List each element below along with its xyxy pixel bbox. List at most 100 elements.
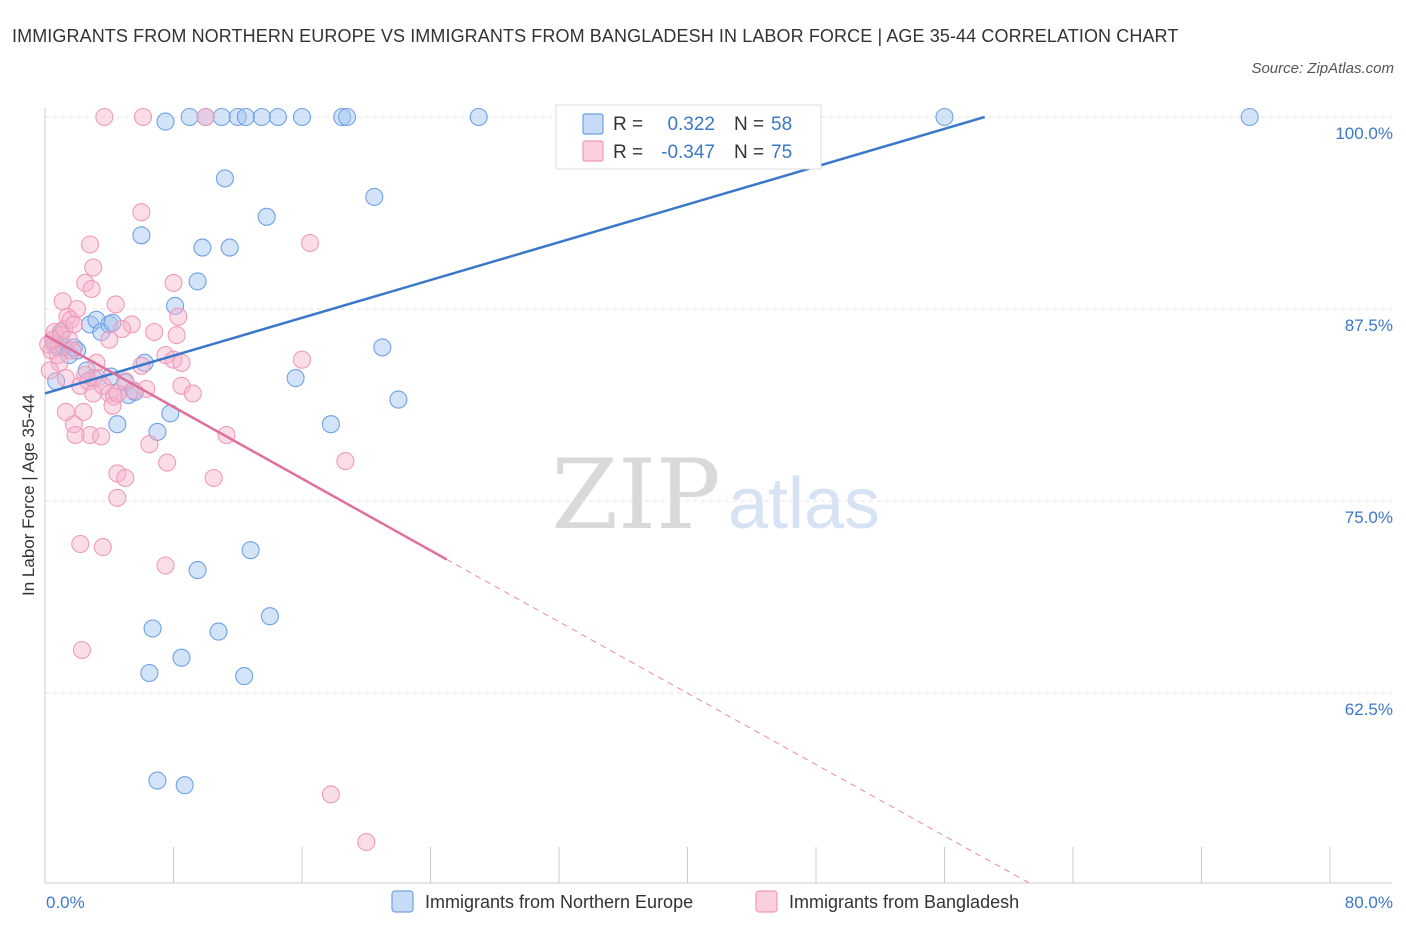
watermark-zip: ZIP bbox=[551, 439, 720, 551]
bottom-legend: Immigrants from Northern Europe Immigran… bbox=[391, 890, 1019, 913]
point-bangladesh bbox=[183, 384, 202, 403]
point-bangladesh bbox=[140, 435, 159, 454]
point-bangladesh bbox=[172, 353, 191, 372]
stats-n-value-1: 58 bbox=[771, 114, 792, 135]
y-tick-label: 100.0% bbox=[1335, 124, 1393, 143]
point-bangladesh bbox=[132, 203, 151, 222]
point-northern-europe bbox=[935, 107, 954, 127]
legend-swatch-bangladesh bbox=[755, 890, 778, 913]
point-northern-europe bbox=[268, 107, 287, 127]
point-bangladesh bbox=[169, 307, 188, 326]
stats-swatch-bangladesh bbox=[582, 140, 604, 162]
point-bangladesh bbox=[68, 299, 87, 319]
point-bangladesh bbox=[106, 295, 125, 314]
point-bangladesh bbox=[93, 538, 112, 557]
point-bangladesh bbox=[158, 453, 177, 472]
point-northern-europe bbox=[469, 107, 488, 127]
point-northern-europe bbox=[140, 663, 159, 683]
point-northern-europe bbox=[209, 622, 228, 641]
point-bangladesh bbox=[167, 326, 186, 345]
point-bangladesh bbox=[292, 350, 312, 369]
point-northern-europe bbox=[108, 415, 127, 434]
point-bangladesh bbox=[53, 292, 72, 311]
trend-line-bangladesh-extension bbox=[446, 558, 1034, 886]
point-bangladesh bbox=[50, 353, 69, 372]
point-bangladesh bbox=[72, 640, 91, 660]
point-northern-europe bbox=[172, 648, 191, 667]
point-northern-europe bbox=[252, 107, 271, 127]
point-northern-europe bbox=[180, 107, 199, 127]
point-northern-europe bbox=[373, 338, 392, 357]
point-bangladesh bbox=[116, 468, 135, 488]
trend-line-northern-europe bbox=[44, 115, 986, 395]
y-axis-title: In Labor Force | Age 35-44 bbox=[19, 394, 38, 596]
stats-r-value-1: 0.322 bbox=[667, 114, 715, 135]
point-northern-europe bbox=[365, 187, 384, 206]
y-tick-label: 75.0% bbox=[1345, 508, 1393, 527]
point-bangladesh bbox=[92, 427, 111, 446]
point-northern-europe bbox=[175, 776, 194, 795]
point-bangladesh bbox=[108, 488, 127, 507]
point-northern-europe bbox=[333, 107, 352, 127]
grid-lines: 100.0% 87.5% 75.0% 62.5% bbox=[45, 116, 1393, 719]
point-bangladesh bbox=[164, 273, 183, 292]
x-tick-label-max: 80.0% bbox=[1345, 893, 1393, 912]
stats-r-label-2: R = bbox=[613, 142, 643, 163]
point-bangladesh bbox=[48, 346, 67, 365]
point-northern-europe bbox=[193, 238, 212, 257]
point-bangladesh bbox=[357, 832, 376, 852]
chart-title: IMMIGRANTS FROM NORTHERN EUROPE VS IMMIG… bbox=[12, 26, 1179, 46]
point-bangladesh bbox=[133, 107, 153, 127]
point-northern-europe bbox=[241, 541, 260, 560]
stats-r-value-2: -0.347 bbox=[661, 142, 715, 163]
point-bangladesh bbox=[66, 425, 85, 445]
point-bangladesh bbox=[84, 258, 103, 277]
axes bbox=[44, 108, 1392, 884]
point-northern-europe bbox=[235, 667, 254, 686]
point-bangladesh bbox=[56, 402, 75, 421]
point-northern-europe bbox=[212, 107, 231, 127]
source-label: Source: ZipAtlas.com bbox=[1251, 60, 1394, 77]
x-tick-label-min: 0.0% bbox=[46, 893, 85, 912]
scatter-points bbox=[39, 107, 1259, 852]
point-northern-europe bbox=[156, 112, 175, 131]
point-bangladesh bbox=[64, 315, 83, 334]
stats-n-label-1: N = bbox=[734, 114, 764, 135]
point-northern-europe bbox=[236, 107, 255, 127]
stats-swatch-northern-europe bbox=[582, 113, 604, 135]
point-northern-europe bbox=[1240, 107, 1259, 127]
point-northern-europe bbox=[257, 207, 276, 226]
point-northern-europe bbox=[166, 296, 185, 315]
point-bangladesh bbox=[113, 319, 132, 339]
point-northern-europe bbox=[148, 771, 167, 790]
stats-n-value-2: 75 bbox=[771, 142, 792, 163]
point-northern-europe bbox=[215, 169, 234, 188]
stats-n-label-2: N = bbox=[734, 142, 764, 163]
point-northern-europe bbox=[286, 369, 305, 388]
point-northern-europe bbox=[321, 415, 340, 434]
trend-lines bbox=[44, 115, 1034, 886]
point-bangladesh bbox=[122, 315, 141, 334]
point-bangladesh bbox=[300, 233, 320, 253]
point-bangladesh bbox=[105, 387, 124, 406]
point-bangladesh bbox=[156, 556, 175, 575]
watermark-atlas: atlas bbox=[728, 464, 880, 544]
point-bangladesh bbox=[40, 361, 59, 380]
point-northern-europe bbox=[220, 238, 239, 257]
point-northern-europe bbox=[188, 272, 207, 291]
point-northern-europe bbox=[389, 390, 408, 409]
point-bangladesh bbox=[100, 330, 119, 349]
point-bangladesh bbox=[82, 279, 101, 299]
point-bangladesh bbox=[80, 235, 100, 254]
y-tick-label: 87.5% bbox=[1345, 316, 1393, 335]
point-bangladesh bbox=[71, 534, 90, 554]
point-bangladesh bbox=[196, 107, 215, 127]
trend-line-bangladesh bbox=[44, 334, 448, 561]
point-northern-europe bbox=[143, 619, 162, 638]
stats-r-label-1: R = bbox=[613, 114, 643, 135]
legend-swatch-northern-europe bbox=[391, 890, 414, 913]
point-bangladesh bbox=[204, 468, 223, 488]
point-bangladesh bbox=[108, 384, 127, 403]
legend-label-northern-europe: Immigrants from Northern Europe bbox=[425, 892, 693, 912]
